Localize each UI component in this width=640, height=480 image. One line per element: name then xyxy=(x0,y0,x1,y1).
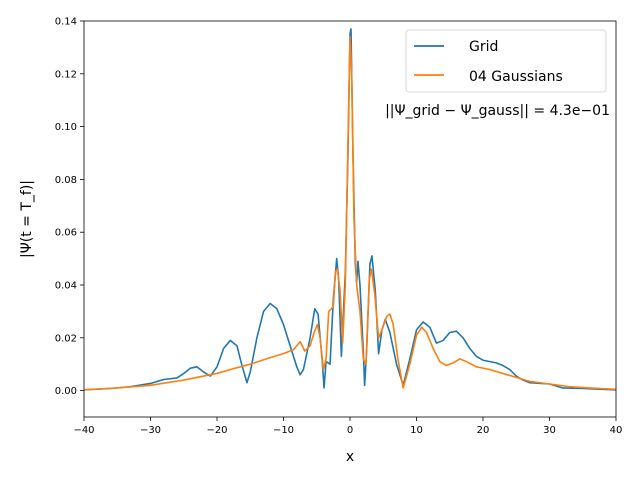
x-axis-ticks: −40 −30 −20 −10 0 10 20 30 40 xyxy=(73,417,622,436)
x-tick-label: −30 xyxy=(140,425,161,436)
x-tick-label: 30 xyxy=(543,425,556,436)
legend-frame xyxy=(405,29,607,93)
x-tick-label: 40 xyxy=(610,425,623,436)
x-tick-label: 0 xyxy=(347,425,353,436)
x-axis-label: x xyxy=(346,449,354,465)
y-tick-label: 0.14 xyxy=(55,17,77,28)
x-tick-label: −10 xyxy=(273,425,294,436)
x-tick-label: −20 xyxy=(206,425,227,436)
y-tick-label: 0.08 xyxy=(55,175,77,186)
x-tick-label: −40 xyxy=(73,425,94,436)
y-axis-ticks: 0.00 0.02 0.04 0.06 0.08 0.10 0.12 0.14 xyxy=(55,17,84,397)
series-line-1 xyxy=(83,36,617,391)
y-tick-label: 0.10 xyxy=(55,122,77,133)
y-tick-label: 0.00 xyxy=(55,386,77,397)
y-tick-label: 0.04 xyxy=(55,281,77,292)
y-tick-label: 0.06 xyxy=(55,228,77,239)
x-tick-label: 20 xyxy=(477,425,490,436)
legend-label-gaussians: 04 Gaussians xyxy=(469,69,563,85)
y-tick-label: 0.12 xyxy=(55,69,77,80)
x-tick-label: 10 xyxy=(410,425,423,436)
legend-label-grid: Grid xyxy=(469,39,498,55)
annotation-norm: ||Ψ_grid − Ψ_gauss|| = 4.3e−01 xyxy=(385,103,610,119)
y-axis-label: |Ψ(t = T_f)| xyxy=(19,180,35,258)
series-line-0 xyxy=(83,28,617,391)
series-layer xyxy=(83,28,617,391)
legend: Grid 04 Gaussians xyxy=(405,29,607,93)
y-tick-label: 0.02 xyxy=(55,333,77,344)
